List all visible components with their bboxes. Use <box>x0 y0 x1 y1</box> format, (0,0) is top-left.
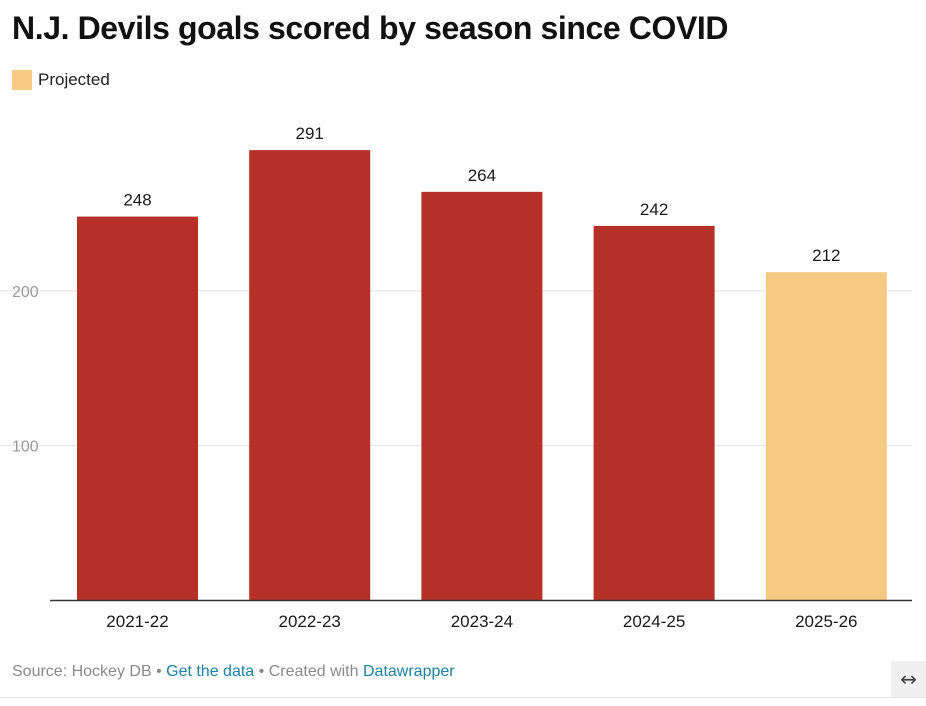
bar-2022-23 <box>249 150 371 600</box>
y-tick-label-100: 100 <box>12 438 39 455</box>
value-label-2024-25: 242 <box>640 200 668 219</box>
x-tick-label-2025-26: 2025-26 <box>795 612 857 631</box>
bottom-divider <box>0 697 926 698</box>
datawrapper-link[interactable]: Datawrapper <box>362 663 455 680</box>
value-label-2025-26: 212 <box>812 246 840 265</box>
footer-separator: • <box>258 663 265 680</box>
footer-separator: • <box>156 663 162 680</box>
x-tick-label-2021-22: 2021-22 <box>106 612 168 631</box>
created-with-label: Created with <box>268 663 359 680</box>
chart-title: N.J. Devils goals scored by season since… <box>12 10 729 46</box>
bar-2023-24 <box>421 191 543 600</box>
value-label-2022-23: 291 <box>296 124 324 143</box>
bar-chart: 100 200 248 2021-22 291 2022-23 264 2023-24 242 2… <box>0 124 912 631</box>
legend-label-projected: Projected <box>38 70 110 89</box>
legend: Projected <box>12 70 110 90</box>
y-tick-label-200: 200 <box>12 284 39 301</box>
get-the-data-link[interactable]: Get the data <box>166 663 255 680</box>
value-label-2023-24: 264 <box>468 166 496 185</box>
x-tick-label-2024-25: 2024-25 <box>623 612 685 631</box>
legend-swatch-projected <box>12 70 32 90</box>
bar-2024-25 <box>593 225 715 601</box>
bar-2021-22 <box>77 216 198 601</box>
x-tick-label-2023-24: 2023-24 <box>451 612 513 631</box>
value-label-2021-22: 248 <box>123 191 151 210</box>
source-label: Source: Hockey DB <box>12 663 152 680</box>
x-tick-label-2022-23: 2022-23 <box>279 612 341 631</box>
footer: Source: Hockey DB • Get the data • Creat… <box>12 663 455 681</box>
bar-2025-26 <box>765 272 887 600</box>
expand-icon[interactable]: ↔ <box>891 661 926 697</box>
